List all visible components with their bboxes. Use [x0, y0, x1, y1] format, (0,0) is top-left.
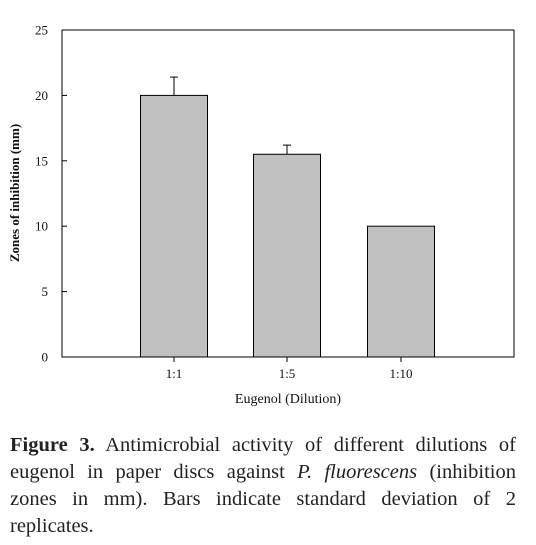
x-tick-label-1:1: 1:1 — [166, 366, 183, 381]
caption-text-before: Antimicrobial activity of different dilu… — [10, 434, 516, 483]
y-tick-label-0: 0 — [42, 350, 49, 365]
y-tick-label-5: 5 — [42, 284, 49, 299]
bar-1:10 — [367, 225, 435, 358]
bar-1:1 — [140, 94, 208, 358]
caption-figure-label: Figure 3. — [10, 434, 95, 456]
bar-1:5 — [253, 153, 321, 358]
y-axis-ticks: 0 5 10 15 20 25 — [35, 23, 67, 365]
y-tick-label-10: 10 — [35, 219, 48, 234]
y-tick-label-20: 20 — [35, 88, 48, 103]
figure-caption: Figure 3. Antimicrobial activity of diff… — [10, 432, 516, 540]
y-tick-label-25: 25 — [35, 23, 48, 38]
bar-chart: 0 5 10 15 20 25 1:1 1:5 1:10 Eugenol (Dilution)… — [7, 23, 515, 407]
x-axis-ticks: 1:1 1:5 1:10 — [166, 357, 413, 381]
y-tick-label-15: 15 — [35, 153, 48, 168]
x-tick-label-1:10: 1:10 — [389, 366, 412, 381]
bars-group — [140, 76, 435, 358]
y-axis-label: Zones of inhibition (mm) — [7, 124, 22, 262]
caption-species: P. fluorescens — [297, 461, 418, 483]
caption-text-after: (inhibition zones in mm). Bars indicate … — [10, 461, 517, 537]
x-axis-label: Eugenol (Dilution) — [235, 392, 341, 407]
x-tick-label-1:5: 1:5 — [279, 366, 296, 381]
